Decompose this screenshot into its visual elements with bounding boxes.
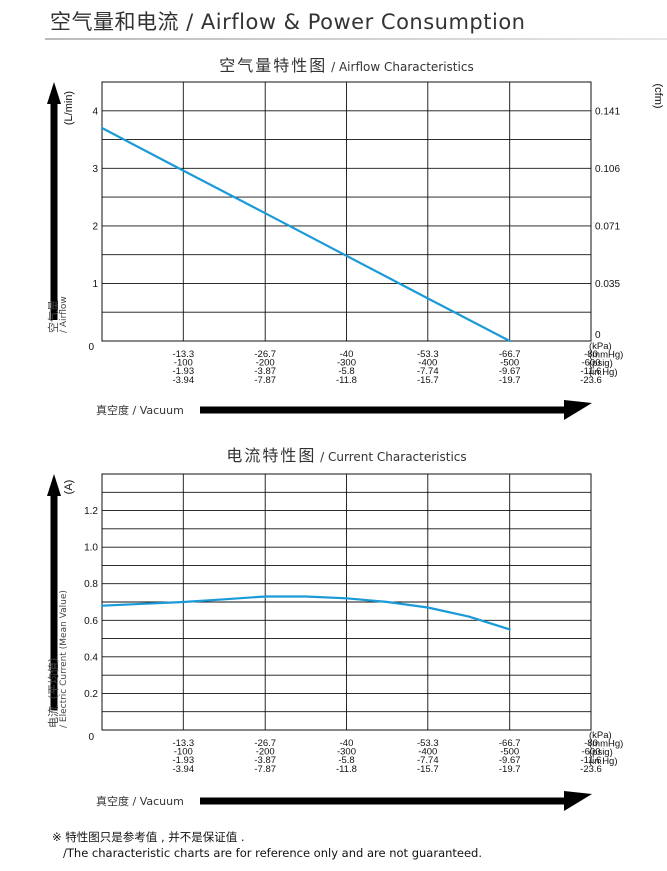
chart2-x-tick-label: -66.7 [499,738,521,749]
chart2-title: 电流特性图 / Current Characteristics [226,446,466,465]
chart2-x-tick-label: -9.67 [499,755,521,766]
chart1-x-tick-label: -23.6 [580,375,602,386]
chart2-x-tick-label: -7.87 [254,764,276,775]
chart2-x-tick-label: -1.93 [172,755,194,766]
chart1-x-tick-label: -3.94 [172,375,194,386]
chart2-y-tick-label: 0.2 [84,689,98,700]
chart2-x-arrow-shaft [200,797,570,805]
chart2-y-tick-label: 1.0 [84,543,98,554]
chart1-x-tick-label: -80 [584,349,598,360]
chart2-y-tick-label: 1.2 [84,506,98,517]
chart2-y-tick-label: 0.4 [84,652,98,663]
chart2-y-arrow-head [47,474,61,496]
chart1-x-unit-label: (kPa) [589,341,612,352]
chart1-y2-tick-label: 0.035 [595,279,620,290]
chart2-x-tick-label: -23.6 [580,764,602,775]
chart2-x-label: 真空度 / Vacuum [96,794,184,808]
chart1-x-tick-label: -7.74 [417,366,439,377]
chart1-x-tick-label: -53.3 [417,349,439,360]
footnote-line-2: /The characteristic charts are for refer… [63,846,483,860]
chart2-x-tick-label: -3.87 [254,755,276,766]
chart2-y-tick-label: 0.8 [84,579,98,590]
chart1-x-tick-label: -7.87 [254,375,276,386]
chart1-x-arrow-shaft [200,406,570,414]
chart1-y-arrow-shaft [50,98,58,320]
chart2-x-tick-label: -11.6 [581,755,602,766]
chart1-y-arrow-head [47,82,61,104]
chart1-y2-unit: (cfm) [652,83,664,108]
chart2-x-arrow-head [564,791,592,811]
chart1-series-line [100,126,511,343]
chart1-y-tick-label: 2 [92,221,98,232]
chart2-x-unit-label: (psig) [589,747,613,758]
chart1-y-tick-label: 0 [88,342,94,353]
chart2-x-tick-label: -80 [584,738,598,749]
chart1-y2-tick-label: 0.141 [595,106,620,117]
chart2-y-label: 电流（平均值）/ Electric Current (Mean Value) [46,590,69,728]
chart1-x-tick-label: -600 [581,358,600,369]
chart1-x-unit-label: (mmHg) [589,350,623,361]
chart1-y-tick-label: 3 [92,164,98,175]
chart1-x-unit-label: (psig) [589,358,613,369]
chart2-x-tick-label: -26.7 [254,738,276,749]
chart2-x-tick-label: -13.3 [172,738,194,749]
footnote-line-1: ※ 特性图只是参考值 , 并不是保证值 . [52,830,245,844]
chart1-x-tick-label: -300 [337,358,356,369]
chart1-x-tick-label: -3.87 [254,366,276,377]
chart1-y-label: 空气量/ Airflow [46,296,69,333]
chart2-x-unit-label: (in.Hg) [589,756,618,767]
page-title: 空气量和电流 / Airflow & Power Consumption [50,10,526,34]
chart1-x-tick-label: -5.8 [338,366,354,377]
chart2-x-tick-label: -200 [256,747,275,758]
chart2-x-tick-label: -100 [174,747,193,758]
chart2-x-tick-label: -53.3 [417,738,439,749]
chart2-x-tick-label: -7.74 [417,755,439,766]
chart2-x-tick-label: -19.7 [499,764,521,775]
chart1-y2-tick-label: 0 [595,330,601,341]
chart1-y2-tick-label: 0.106 [595,164,620,175]
chart1-x-unit-label: (in.Hg) [589,367,618,378]
chart2-series-line [100,595,511,631]
chart2-x-tick-label: -400 [418,747,437,758]
chart1-x-tick-label: -1.93 [172,366,194,377]
chart2-x-tick-label: -11.8 [336,764,357,775]
chart1-x-tick-label: -11.6 [581,366,602,377]
chart2-y-unit: (A) [63,480,75,495]
chart1-x-tick-label: -15.7 [417,375,439,386]
chart1-x-tick-label: -400 [418,358,437,369]
chart1-x-tick-label: -40 [340,349,354,360]
chart2-x-tick-label: -300 [337,747,356,758]
chart1-x-tick-label: -100 [174,358,193,369]
chart2-x-tick-label: -3.94 [172,764,194,775]
chart2-x-tick-label: -5.8 [338,755,354,766]
chart2-x-tick-label: -40 [340,738,354,749]
chart1-x-tick-label: -11.8 [336,375,357,386]
chart2-x-unit-label: (kPa) [589,730,612,741]
chart1-x-tick-label: -200 [256,358,275,369]
chart1-x-tick-label: -19.7 [499,375,521,386]
chart1-x-tick-label: -9.67 [499,366,521,377]
chart2-x-tick-label: -600 [581,747,600,758]
chart2-x-tick-label: -500 [500,747,519,758]
chart1-x-label: 真空度 / Vacuum [96,403,184,417]
chart2-y-tick-label: 0.6 [84,616,98,627]
chart1-y-tick-label: 1 [92,279,98,290]
footnote: ※ 特性图只是参考值 , 并不是保证值 . /The characteristi… [52,829,482,861]
chart1-x-arrow-head [564,400,592,420]
chart1-title: 空气量特性图 / Airflow Characteristics [219,56,473,75]
title-divider [45,38,667,40]
chart1-x-tick-label: -13.3 [172,349,194,360]
chart1-x-tick-label: -26.7 [254,349,276,360]
chart2-y-arrow-shaft [50,490,58,710]
chart1-y2-tick-label: 0.071 [595,221,620,232]
chart1-x-tick-label: -66.7 [499,349,521,360]
chart2-y-tick-label: 0 [88,732,94,743]
chart1-y-unit: (L/min) [63,91,75,125]
chart1-x-tick-label: -500 [500,358,519,369]
chart2-x-tick-label: -15.7 [417,764,439,775]
chart1-y-tick-label: 4 [92,106,98,117]
chart2-x-unit-label: (mmHg) [589,739,623,750]
